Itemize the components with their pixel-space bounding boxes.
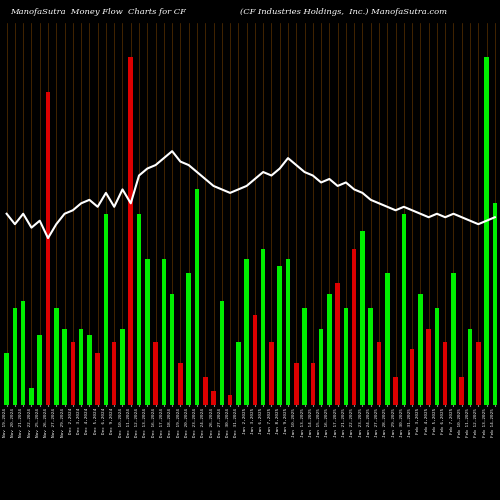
Bar <box>62 328 67 405</box>
Bar <box>368 308 373 405</box>
Bar <box>137 214 141 405</box>
Text: ManofaSutra  Money Flow  Charts for CF: ManofaSutra Money Flow Charts for CF <box>10 8 186 16</box>
Bar <box>12 308 17 405</box>
Bar <box>79 328 84 405</box>
Bar <box>426 328 431 405</box>
Bar <box>418 294 422 405</box>
Bar <box>21 300 25 405</box>
Bar <box>178 364 182 405</box>
Bar <box>336 284 340 405</box>
Bar <box>203 377 207 405</box>
Bar <box>104 214 108 405</box>
Bar <box>38 336 42 405</box>
Bar <box>145 259 150 405</box>
Bar <box>484 58 489 405</box>
Bar <box>376 342 382 405</box>
Bar <box>244 259 249 405</box>
Bar <box>162 259 166 405</box>
Bar <box>344 308 348 405</box>
Bar <box>70 342 75 405</box>
Bar <box>402 214 406 405</box>
Bar <box>434 308 439 405</box>
Bar <box>46 92 51 405</box>
Bar <box>120 328 125 405</box>
Bar <box>228 394 232 405</box>
Bar <box>252 314 257 405</box>
Bar <box>294 364 298 405</box>
Bar <box>492 204 497 405</box>
Bar <box>4 353 9 405</box>
Bar <box>286 259 290 405</box>
Bar <box>302 308 307 405</box>
Bar <box>220 300 224 405</box>
Bar <box>194 190 199 405</box>
Bar <box>460 377 464 405</box>
Text: (CF Industries Holdings,  Inc.) ManofaSutra.com: (CF Industries Holdings, Inc.) ManofaSut… <box>240 8 447 16</box>
Bar <box>327 294 332 405</box>
Bar <box>443 342 448 405</box>
Bar <box>352 248 356 405</box>
Bar <box>278 266 282 405</box>
Bar <box>96 353 100 405</box>
Bar <box>128 58 133 405</box>
Bar <box>154 342 158 405</box>
Bar <box>87 336 92 405</box>
Bar <box>236 342 240 405</box>
Bar <box>385 273 390 405</box>
Bar <box>186 273 191 405</box>
Bar <box>54 308 58 405</box>
Bar <box>29 388 34 405</box>
Bar <box>211 391 216 405</box>
Bar <box>360 231 364 405</box>
Bar <box>451 273 456 405</box>
Bar <box>468 328 472 405</box>
Bar <box>170 294 174 405</box>
Bar <box>394 377 398 405</box>
Bar <box>310 364 315 405</box>
Bar <box>261 248 266 405</box>
Bar <box>112 342 116 405</box>
Bar <box>319 328 324 405</box>
Bar <box>410 350 414 405</box>
Bar <box>269 342 274 405</box>
Bar <box>476 342 480 405</box>
